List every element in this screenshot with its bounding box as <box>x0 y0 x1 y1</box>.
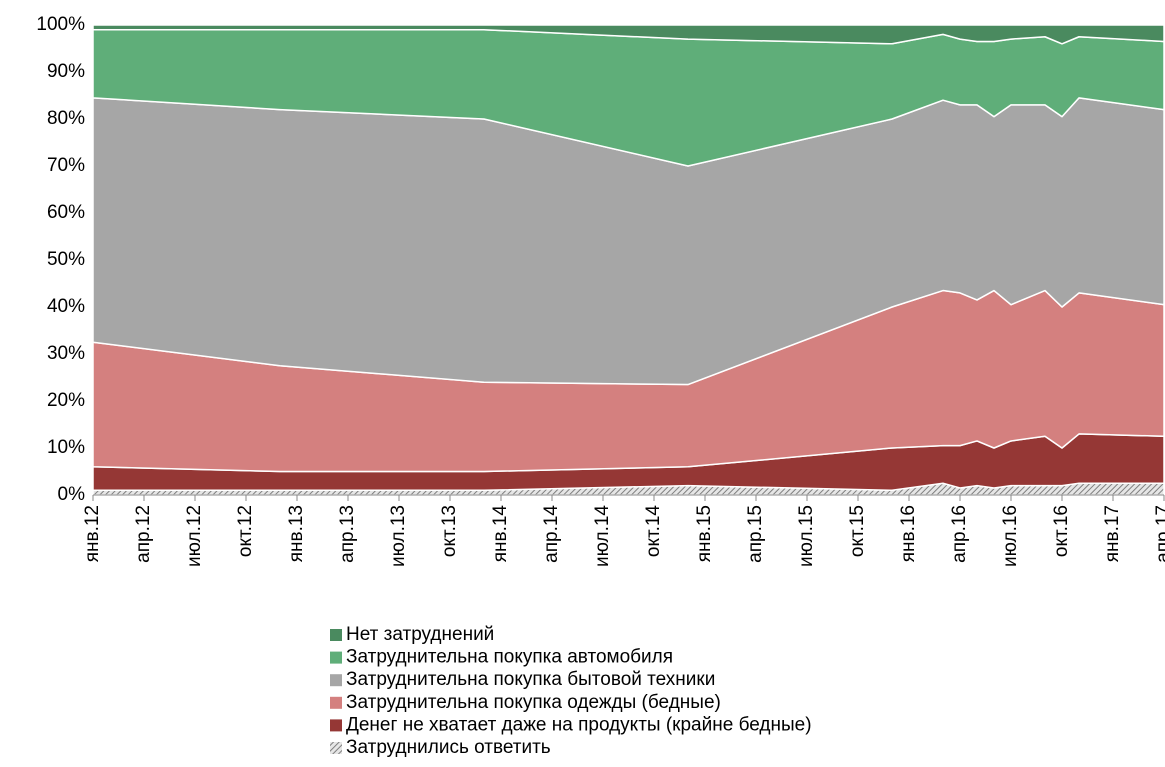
x-tick-label: янв.12 <box>82 505 103 562</box>
legend-label: Затруднились ответить <box>346 737 551 758</box>
x-tick-label: июл.13 <box>388 505 409 567</box>
y-tick-label: 10% <box>47 437 85 458</box>
x-tick-label: янв.17 <box>1102 505 1123 562</box>
y-tick-label: 100% <box>36 14 85 35</box>
x-tick-label: апр.13 <box>337 505 358 563</box>
y-tick-label: 0% <box>58 484 86 505</box>
x-tick-label: янв.14 <box>490 505 511 563</box>
legend-swatch <box>330 696 342 709</box>
x-tick-label: окт.16 <box>1051 505 1072 557</box>
x-tick-label: апр.12 <box>133 505 154 563</box>
x-tick-label: янв.13 <box>286 505 307 562</box>
legend-swatch <box>330 629 342 641</box>
legend-label: Затруднительна покупка автомобиля <box>346 647 673 668</box>
y-tick-label: 90% <box>47 61 85 82</box>
y-tick-label: 70% <box>47 155 85 176</box>
y-tick-label: 80% <box>47 108 85 129</box>
x-tick-label: окт.12 <box>235 505 256 557</box>
x-tick-label: апр.16 <box>949 505 970 563</box>
x-tick-label: апр.17 <box>1153 505 1165 563</box>
legend-label: Денег не хватает даже на продукты (крайн… <box>346 714 812 735</box>
legend-label: Затруднительна покупка бытовой техники <box>346 669 715 690</box>
x-tick-label: апр.14 <box>541 505 562 563</box>
x-tick-label: окт.15 <box>847 505 868 557</box>
legend-label: Затруднительна покупка одежды (бедные) <box>346 692 721 713</box>
x-tick-label: янв.15 <box>694 505 715 562</box>
x-tick-label: окт.14 <box>643 505 664 558</box>
x-tick-label: янв.16 <box>898 505 919 562</box>
y-tick-label: 30% <box>47 343 85 364</box>
area <box>92 24 1165 45</box>
y-tick-label: 20% <box>47 390 85 411</box>
x-tick-label: окт.13 <box>439 505 460 557</box>
legend-swatch <box>330 651 342 664</box>
x-tick-label: июл.14 <box>592 505 613 567</box>
x-tick-label: апр.15 <box>745 505 766 563</box>
x-tick-label: июл.16 <box>1000 505 1021 567</box>
legend-swatch <box>330 742 342 754</box>
y-tick-label: 60% <box>47 202 85 223</box>
y-tick-label: 50% <box>47 249 85 270</box>
legend-label: Нет затруднений <box>346 624 494 645</box>
x-tick-label: июл.15 <box>796 505 817 567</box>
legend-swatch <box>330 674 342 687</box>
x-tick-label: июл.12 <box>184 505 205 567</box>
legend-swatch <box>330 719 342 732</box>
y-tick-label: 40% <box>47 296 85 317</box>
